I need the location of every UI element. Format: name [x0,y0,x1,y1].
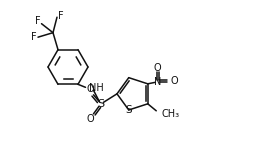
Text: F: F [35,16,40,26]
Text: S: S [126,105,132,115]
Text: F: F [31,32,37,42]
Text: S: S [97,99,104,109]
Text: CH₃: CH₃ [161,109,180,119]
Text: NH: NH [89,83,104,93]
Text: N: N [154,77,161,87]
Text: O: O [87,114,94,124]
Text: O: O [154,63,161,73]
Text: F: F [58,11,64,21]
Text: O: O [87,84,94,94]
Text: O: O [171,76,178,86]
